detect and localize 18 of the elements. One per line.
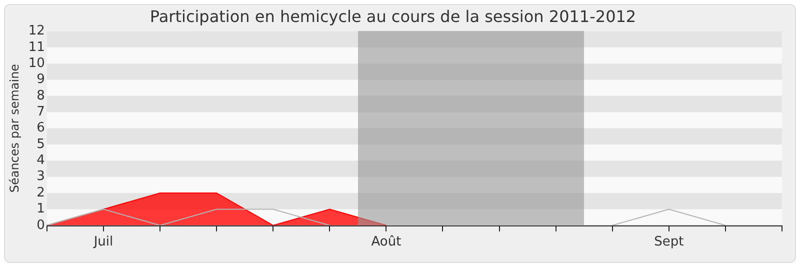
y-tick-label: 4	[36, 153, 45, 168]
y-tick-label: 9	[36, 72, 45, 88]
y-tick-label: 11	[28, 40, 45, 55]
y-tick-label: 10	[28, 56, 45, 71]
y-tick-label: 0	[36, 218, 45, 233]
y-tick-label: 1	[36, 202, 45, 217]
y-tick-label: 2	[36, 185, 45, 200]
x-tick-label: Juil	[92, 234, 114, 250]
y-tick-label: 8	[36, 88, 45, 104]
y-axis-title: Séances par semaine	[7, 64, 22, 193]
x-tick-label: Sept	[654, 234, 684, 250]
x-tick-label: Août	[371, 234, 402, 250]
y-tick-label: 7	[36, 104, 45, 120]
y-tick-label: 12	[28, 24, 45, 39]
y-tick-label: 6	[36, 120, 45, 136]
y-tick-label: 5	[36, 136, 45, 152]
y-tick-label: 3	[36, 169, 45, 184]
chart-title: Participation en hemicycle au cours de la session 2011-2012	[150, 6, 636, 26]
